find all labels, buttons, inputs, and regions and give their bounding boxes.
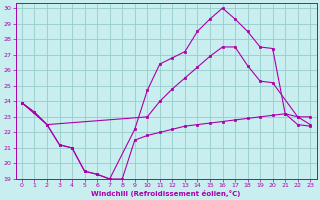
X-axis label: Windchill (Refroidissement éolien,°C): Windchill (Refroidissement éolien,°C) — [92, 190, 241, 197]
